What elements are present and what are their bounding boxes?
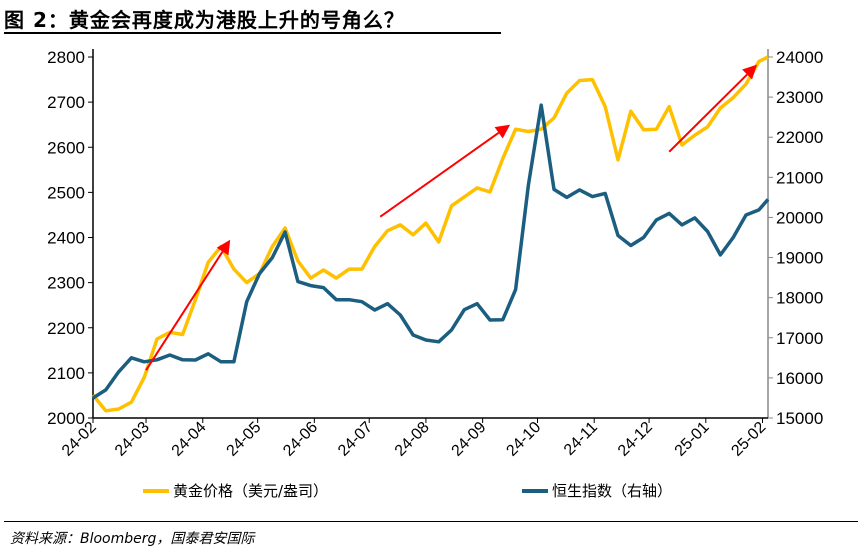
left-tick-label: 2500 xyxy=(47,183,85,202)
right-tick-label: 22000 xyxy=(776,128,823,147)
left-tick-label: 2600 xyxy=(47,138,85,157)
right-tick-label: 19000 xyxy=(776,249,823,268)
left-tick-label: 2800 xyxy=(47,48,85,67)
x-tick-label: 24-03 xyxy=(112,419,153,460)
x-tick-label: 24-11 xyxy=(561,419,601,459)
x-tick-label: 24-05 xyxy=(224,419,265,460)
source-divider xyxy=(4,521,858,522)
x-tick-label: 24-10 xyxy=(503,419,544,460)
trend-arrow-shaft xyxy=(145,250,224,371)
gold-price-line xyxy=(91,55,769,413)
x-tick-label: 24-09 xyxy=(449,419,490,460)
left-tick-label: 2300 xyxy=(47,274,85,293)
legend-label-gold: 黄金价格（美元/盎司） xyxy=(173,482,329,500)
legend-label-hsi: 恒生指数（右轴） xyxy=(552,482,673,500)
legend-item-hsi: 恒生指数（右轴） xyxy=(522,480,672,501)
legend: 黄金价格（美元/盎司） 恒生指数（右轴） xyxy=(0,480,863,504)
right-tick-label: 18000 xyxy=(776,289,823,308)
x-tick-label: 24-08 xyxy=(392,419,433,460)
right-tick-label: 23000 xyxy=(776,88,823,107)
legend-swatch-hsi xyxy=(522,488,548,493)
trend-arrow-head xyxy=(742,64,758,80)
left-tick-label: 2100 xyxy=(47,364,85,383)
right-tick-label: 20000 xyxy=(776,208,823,227)
right-tick-label: 15000 xyxy=(776,409,823,428)
annotation-arrows xyxy=(145,64,758,371)
legend-swatch-gold xyxy=(143,488,169,493)
trend-arrow-shaft xyxy=(379,131,500,218)
right-tick-label: 21000 xyxy=(776,168,823,187)
trend-arrow-head xyxy=(216,239,231,256)
right-tick-label: 24000 xyxy=(776,48,823,67)
source-note: 资料来源：Bloomberg，国泰君安国际 xyxy=(10,531,255,547)
trend-arrow-head xyxy=(494,124,511,139)
x-tick-label: 25-02 xyxy=(728,419,769,460)
figure-title: 图 2：黄金会再度成为港股上升的号角么？ xyxy=(4,8,405,32)
left-tick-label: 2000 xyxy=(47,409,85,428)
axes: 2000 2100 2200 2300 2400 2500 2600 2700 2800 1500… xyxy=(47,48,823,460)
series-lines xyxy=(91,55,770,413)
trend-arrow-shaft xyxy=(668,73,748,153)
x-tick-label: 24-04 xyxy=(169,419,210,460)
right-tick-label: 17000 xyxy=(776,329,823,348)
x-tick-label: 25-01 xyxy=(672,419,713,460)
hang-seng-line xyxy=(92,103,770,400)
left-tick-label: 2400 xyxy=(47,229,85,248)
legend-item-gold: 黄金价格（美元/盎司） xyxy=(143,480,328,501)
x-tick-label: 24-06 xyxy=(280,419,321,460)
left-tick-label: 2700 xyxy=(47,93,85,112)
x-tick-label: 24-12 xyxy=(615,419,656,460)
x-tick-label: 24-07 xyxy=(335,419,376,460)
title-divider xyxy=(4,32,501,34)
right-tick-label: 16000 xyxy=(776,369,823,388)
left-tick-label: 2200 xyxy=(47,319,85,338)
